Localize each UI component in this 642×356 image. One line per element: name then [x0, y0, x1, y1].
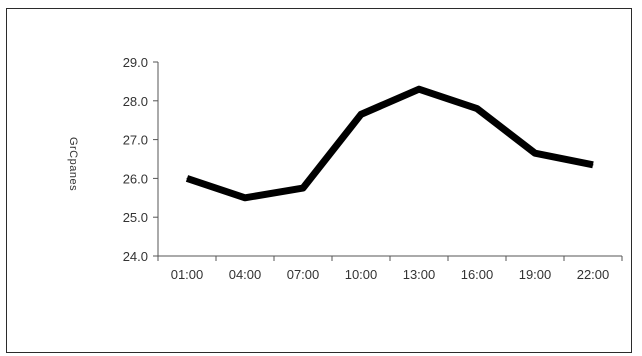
y-tick-label: 29.0: [123, 55, 148, 70]
x-tick-label: 01:00: [171, 267, 204, 282]
data-point: [592, 164, 594, 166]
x-tick-label: 13:00: [403, 267, 436, 282]
y-tick-label: 25.0: [123, 210, 148, 225]
y-axis-label: GrCpanes: [67, 137, 79, 191]
data-point: [534, 152, 536, 154]
series-line-0: [185, 85, 594, 202]
x-tick-label: 22:00: [577, 267, 610, 282]
data-point: [418, 88, 420, 90]
x-tick-label: 16:00: [461, 267, 494, 282]
chart-frame: [6, 8, 632, 353]
x-tick-label: 04:00: [229, 267, 262, 282]
data-point: [476, 108, 478, 110]
y-tick-label: 27.0: [123, 133, 148, 148]
chart-series: [185, 85, 594, 202]
data-point: [360, 113, 362, 115]
x-tick-label: 10:00: [345, 267, 378, 282]
y-tick-label: 28.0: [123, 94, 148, 109]
data-point: [244, 197, 246, 199]
y-tick-label: 26.0: [123, 171, 148, 186]
y-tick-label: 24.0: [123, 249, 148, 264]
x-tick-label: 07:00: [287, 267, 320, 282]
chart-ticks: 24.0 25.0 26.0 27.0 28.0 29.0 01:00 04:00 07:00 1…: [123, 55, 623, 282]
x-tick-label: 19:00: [519, 267, 552, 282]
data-point: [302, 187, 304, 189]
data-point: [186, 177, 188, 179]
